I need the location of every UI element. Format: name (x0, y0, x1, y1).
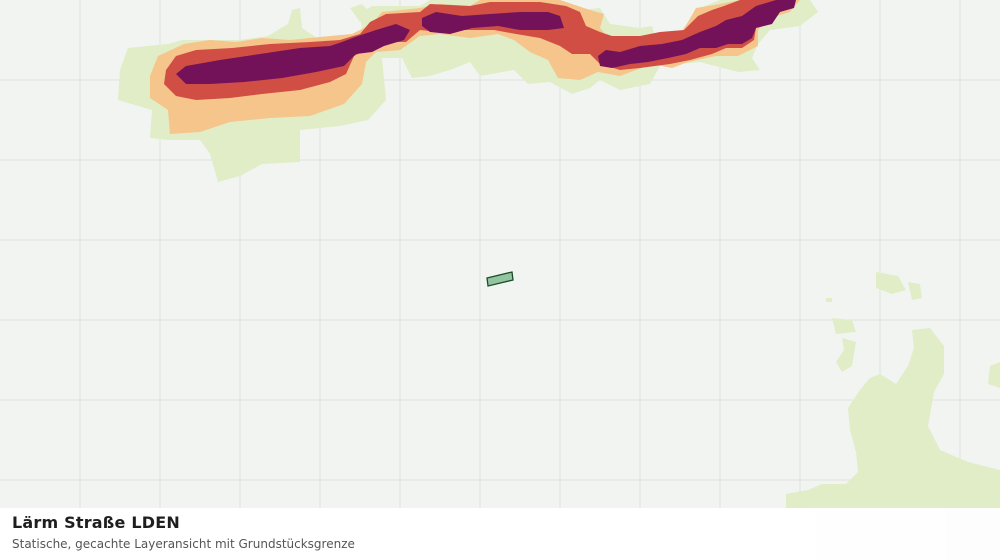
layer-subtitle: Statische, gecachte Layeransicht mit Gru… (12, 537, 355, 551)
noise-band-very-high (176, 0, 796, 84)
noise-band-medium (150, 0, 800, 134)
parcel-boundary[interactable] (486, 271, 514, 287)
layer-title: Lärm Straße LDEN (12, 513, 180, 532)
map-canvas[interactable] (0, 0, 1000, 508)
noise-band-high (164, 0, 782, 100)
layer-info-panel: Lärm Straße LDEN Statische, gecachte Lay… (0, 508, 1000, 560)
